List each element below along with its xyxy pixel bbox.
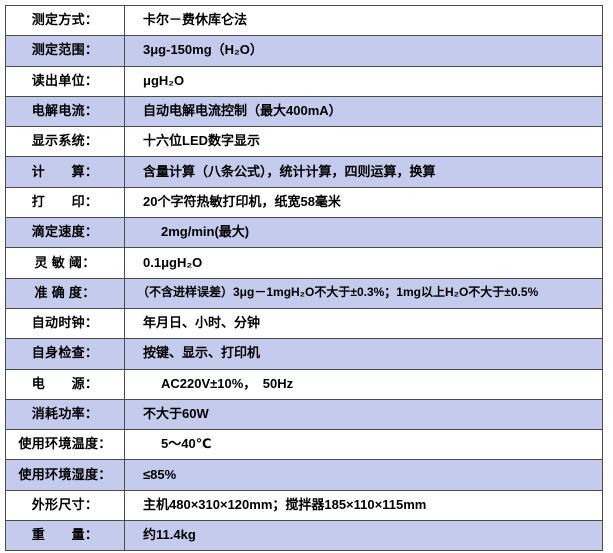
spec-label-cell: 外形尺寸： bbox=[5, 489, 125, 522]
spec-value-cell: 20个字符热敏打印机，纸宽58毫米 bbox=[124, 186, 603, 219]
spec-value-cell: 0.1μgH₂O bbox=[124, 247, 603, 279]
table-row: 自身检查： 按键、显示、打印机 bbox=[5, 338, 603, 370]
spec-value-cell: 5～40℃ bbox=[124, 429, 603, 461]
spec-label-cell: 电解电流： bbox=[5, 95, 125, 128]
spec-value-cell: 主机480×310×120mm；搅拌器185×110×115mm bbox=[124, 489, 603, 522]
specifications-table: 测定方式： 卡尔－费休库仑法 测定范围： 3μg-150mg（H₂O） 读出单位： μgH… bbox=[5, 4, 603, 552]
table-row: 电解电流： 自动电解电流控制（最大400mA） bbox=[5, 95, 603, 128]
table-row: 使用环境湿度： ≤85% bbox=[5, 459, 603, 491]
spec-label-cell: 测定方式： bbox=[5, 4, 125, 37]
table-row: 滴定速度： 2mg/min(最大) bbox=[5, 217, 603, 249]
table-row: 自动时钟： 年月日、小时、分钟 bbox=[5, 307, 603, 340]
spec-label-cell: 灵 敏 阈： bbox=[5, 247, 125, 279]
spec-value-cell: 2mg/min(最大) bbox=[124, 217, 603, 249]
table-row: 测定范围： 3μg-150mg（H₂O） bbox=[5, 35, 603, 67]
table-row: 显示系统： 十六位LED数字显示 bbox=[5, 126, 603, 158]
spec-label-cell: 显示系统： bbox=[5, 126, 125, 158]
table-row: 读出单位： μgH₂O bbox=[5, 65, 603, 97]
table-row: 灵 敏 阈： 0.1μgH₂O bbox=[5, 247, 603, 279]
spec-value-cell: 含量计算（八条公式），统计计算，四则运算，换算 bbox=[124, 156, 603, 188]
table-row: 使用环境温度： 5～40℃ bbox=[5, 429, 603, 461]
spec-value-cell: 自动电解电流控制（最大400mA） bbox=[124, 95, 603, 128]
spec-label-cell: 使用环境温度： bbox=[5, 429, 125, 461]
spec-value-cell: （不含进样误差）3μg－1mgH₂O不大于±0.3%；1mg以上H₂O不大于±0… bbox=[124, 277, 603, 309]
spec-label-cell: 自动时钟： bbox=[5, 307, 125, 340]
spec-label-cell: 自身检查： bbox=[5, 338, 125, 370]
table-row: 打 印： 20个字符热敏打印机，纸宽58毫米 bbox=[5, 186, 603, 219]
spec-label-cell: 读出单位： bbox=[5, 65, 125, 97]
spec-value-cell: 卡尔－费休库仑法 bbox=[124, 4, 603, 37]
spec-label-cell: 消耗功率： bbox=[5, 398, 125, 431]
table-row: 测定方式： 卡尔－费休库仑法 bbox=[5, 4, 603, 37]
table-row: 外形尺寸： 主机480×310×120mm；搅拌器185×110×115mm bbox=[5, 489, 603, 522]
table-row: 重 量： 约11.4kg bbox=[5, 520, 603, 552]
spec-value-cell: AC220V±10%， 50Hz bbox=[124, 368, 603, 400]
spec-label-cell: 测定范围： bbox=[5, 35, 125, 67]
spec-value-cell: 年月日、小时、分钟 bbox=[124, 307, 603, 340]
spec-value-cell: 不大于60W bbox=[124, 398, 603, 431]
table-row: 消耗功率： 不大于60W bbox=[5, 398, 603, 431]
spec-value-cell: 按键、显示、打印机 bbox=[124, 338, 603, 370]
spec-label-cell: 打 印： bbox=[5, 186, 125, 219]
table-row: 准 确 度： （不含进样误差）3μg－1mgH₂O不大于±0.3%；1mg以上H₂… bbox=[5, 277, 603, 309]
spec-value-cell: 3μg-150mg（H₂O） bbox=[124, 35, 603, 67]
spec-label-cell: 滴定速度： bbox=[5, 217, 125, 249]
spec-label-cell: 重 量： bbox=[5, 520, 125, 552]
spec-label-cell: 电 源： bbox=[5, 368, 125, 400]
spec-value-cell: μgH₂O bbox=[124, 65, 603, 97]
spec-label-cell: 计 算： bbox=[5, 156, 125, 188]
table-row: 电 源： AC220V±10%， 50Hz bbox=[5, 368, 603, 400]
spec-label-cell: 使用环境湿度： bbox=[5, 459, 125, 491]
spec-label-cell: 准 确 度： bbox=[5, 277, 125, 309]
specifications-table-body: 测定方式： 卡尔－费休库仑法 测定范围： 3μg-150mg（H₂O） 读出单位： μgH… bbox=[5, 4, 603, 552]
spec-value-cell: ≤85% bbox=[124, 459, 603, 491]
spec-value-cell: 十六位LED数字显示 bbox=[124, 126, 603, 158]
table-row: 计 算： 含量计算（八条公式），统计计算，四则运算，换算 bbox=[5, 156, 603, 188]
spec-value-cell: 约11.4kg bbox=[124, 520, 603, 552]
